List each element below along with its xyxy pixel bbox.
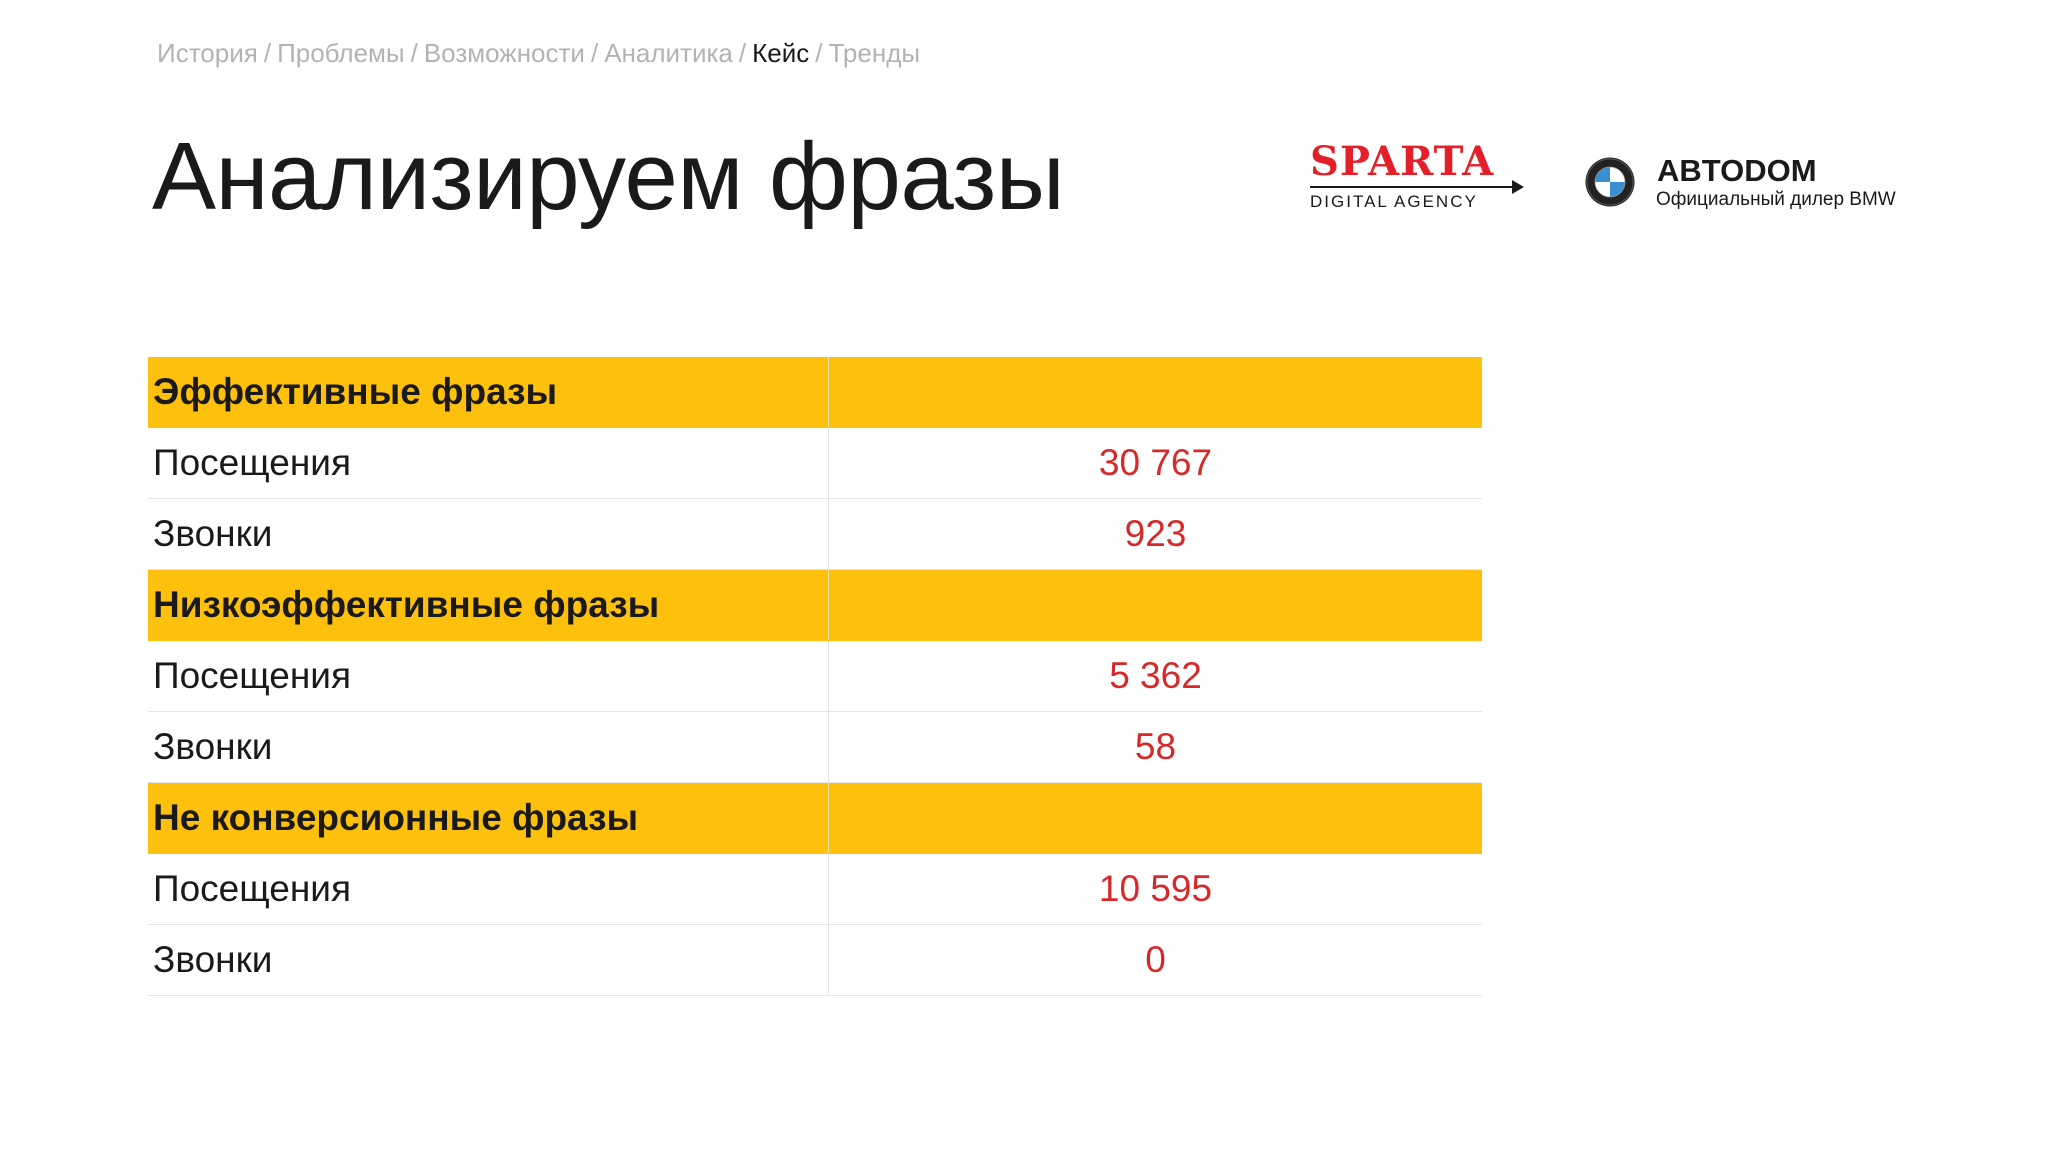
- breadcrumb-separator: /: [263, 38, 272, 68]
- row-label: Звонки: [148, 925, 829, 995]
- table-row: Посещения 5 362: [148, 641, 1482, 712]
- phrases-table: Эффективные фразы Посещения 30 767 Звонк…: [148, 357, 1482, 996]
- table-row: Звонки 923: [148, 499, 1482, 570]
- table-row: Посещения 30 767: [148, 428, 1482, 499]
- row-label: Посещения: [148, 641, 829, 711]
- section-header-row: Не конверсионные фразы: [148, 783, 1482, 854]
- breadcrumb-item-history[interactable]: История: [157, 38, 258, 68]
- bmw-logo-icon: [1585, 157, 1635, 207]
- sparta-logo-tagline: DIGITAL AGENCY: [1310, 192, 1478, 211]
- section-header-label: Не конверсионные фразы: [148, 783, 829, 853]
- page-title: Анализируем фразы: [152, 123, 1065, 230]
- section-header-value: [829, 357, 1482, 427]
- row-label: Звонки: [148, 712, 829, 782]
- row-value: 5 362: [1109, 655, 1202, 696]
- sparta-logo-rule: [1310, 186, 1520, 188]
- breadcrumb-separator: /: [815, 38, 823, 68]
- breadcrumb-item-analytics[interactable]: Аналитика: [604, 38, 733, 68]
- row-label: Посещения: [148, 854, 829, 924]
- row-value: 923: [1124, 513, 1187, 554]
- row-value: 30 767: [1098, 442, 1213, 483]
- section-header-row: Низкоэффективные фразы: [148, 570, 1482, 641]
- sparta-logo: SPARTA DIGITAL AGENCY: [1310, 142, 1524, 212]
- section-header-row: Эффективные фразы: [148, 357, 1482, 428]
- section-header-label: Низкоэффективные фразы: [148, 570, 829, 640]
- section-header-value: [829, 783, 1482, 853]
- sparta-logo-name: SPARTA: [1310, 138, 1495, 185]
- section-header-label: Эффективные фразы: [148, 357, 829, 427]
- table-row: Звонки 58: [148, 712, 1482, 783]
- table-row: Звонки 0: [148, 925, 1482, 996]
- row-value: 10 595: [1098, 868, 1213, 909]
- arrow-icon: [1512, 180, 1524, 194]
- dealer-name: ABTODOM: [1657, 153, 1817, 188]
- breadcrumb-item-trends[interactable]: Тренды: [828, 38, 921, 68]
- row-value: 58: [1134, 726, 1177, 767]
- breadcrumb-item-opportunities[interactable]: Возможности: [423, 38, 585, 68]
- row-label: Посещения: [148, 428, 829, 498]
- row-value: 0: [1145, 939, 1166, 980]
- breadcrumb-separator: /: [738, 38, 747, 68]
- breadcrumb-item-problems[interactable]: Проблемы: [277, 38, 405, 68]
- section-header-value: [829, 570, 1482, 640]
- dealer-subtitle: Официальный дилер BMW: [1656, 189, 1896, 210]
- breadcrumb-separator: /: [410, 38, 418, 68]
- table-row: Посещения 10 595: [148, 854, 1482, 925]
- row-label: Звонки: [148, 499, 829, 569]
- breadcrumb: История / Проблемы / Возможности / Аналитика / К…: [157, 38, 920, 69]
- breadcrumb-separator: /: [590, 38, 599, 68]
- breadcrumb-item-case[interactable]: Кейс: [752, 38, 810, 68]
